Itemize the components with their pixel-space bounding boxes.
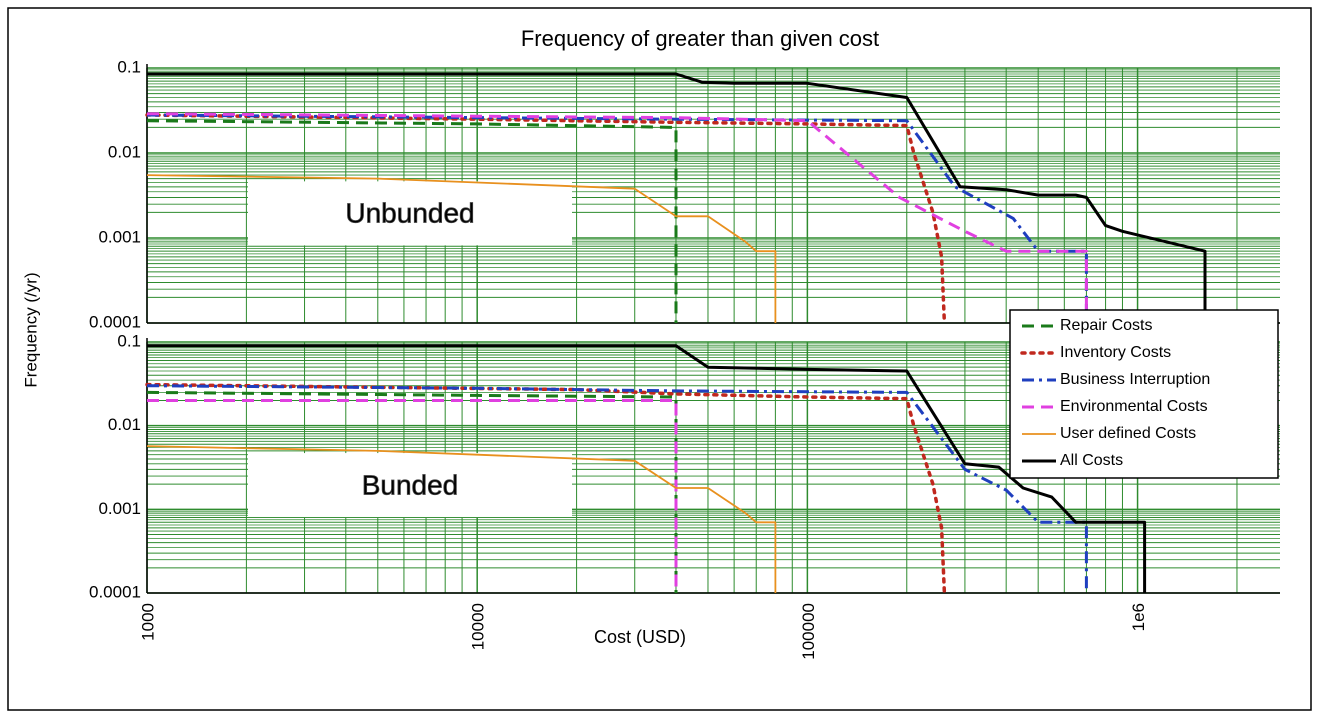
legend-label: User defined Costs <box>1060 425 1196 442</box>
series-line <box>146 384 1088 593</box>
y-tick-label: 0.01 <box>108 415 141 434</box>
legend-label: Environmental Costs <box>1060 398 1208 415</box>
annotation: Unbunded <box>345 198 474 229</box>
series-line <box>146 113 1088 323</box>
y-tick-label: 0.0001 <box>89 312 141 331</box>
x-tick-label: 100000 <box>799 603 818 660</box>
series-line <box>147 344 1147 593</box>
x-axis-label: Cost (USD) <box>594 627 686 647</box>
annotation-box <box>248 453 572 518</box>
series-line <box>147 72 1207 323</box>
legend-label: Inventory Costs <box>1060 344 1171 361</box>
y-tick-label: 0.1 <box>117 57 141 76</box>
legend-box <box>1009 309 1279 479</box>
y-tick-label: 0.001 <box>98 499 141 518</box>
series-line <box>146 445 777 593</box>
y-tick-label: 0.0001 <box>89 582 141 601</box>
x-tick-label: 1e6 <box>1129 603 1148 631</box>
y-tick-label: 0.1 <box>117 331 141 350</box>
series-line <box>147 399 678 593</box>
y-tick-label: 0.001 <box>98 227 141 246</box>
series-line <box>145 113 947 325</box>
chart-title: Frequency of greater than given cost <box>521 26 879 51</box>
annotation: Bunded <box>362 469 459 500</box>
annotation-box <box>248 181 572 246</box>
y-axis-label: Frequency (/yr) <box>21 272 40 387</box>
legend-label: Business Interruption <box>1060 371 1210 388</box>
series-line <box>145 382 947 595</box>
x-tick-label: 10000 <box>469 603 488 650</box>
legend-label: Repair Costs <box>1060 317 1152 334</box>
series-line <box>146 174 777 323</box>
series-line <box>146 390 678 593</box>
series-line <box>146 112 1088 323</box>
y-tick-label: 0.01 <box>108 142 141 161</box>
legend-label: All Costs <box>1060 452 1123 469</box>
series-line <box>146 119 678 323</box>
x-tick-label: 1000 <box>138 603 157 641</box>
